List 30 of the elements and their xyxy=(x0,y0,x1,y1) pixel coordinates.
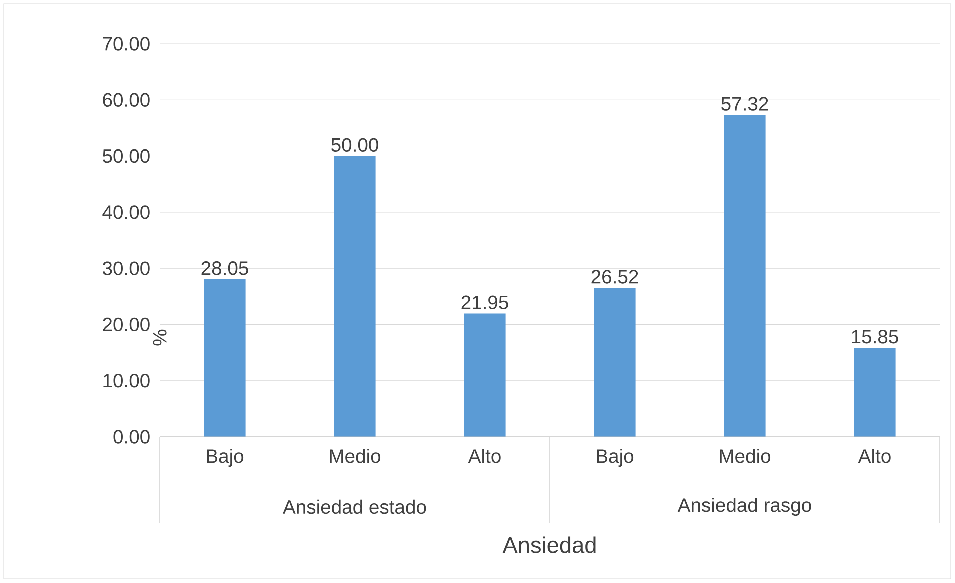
y-tick-label: 50.00 xyxy=(103,149,150,164)
x-tick-label: Medio xyxy=(330,449,381,464)
bar xyxy=(854,348,896,437)
x-tick-label: Medio xyxy=(720,449,771,464)
y-tick-label: 10.00 xyxy=(104,374,150,388)
bar xyxy=(464,314,506,437)
x-tick-label: Bajo xyxy=(597,449,634,468)
data-label: 28.05 xyxy=(202,262,248,276)
text: Ansiedad rasgo xyxy=(678,498,812,516)
y-tick-label: 40.00 xyxy=(102,206,150,220)
text: Ansiedad estado xyxy=(283,500,426,514)
x-tick-label: Alto xyxy=(468,449,501,464)
y-tick-label: 20.00 xyxy=(103,318,150,332)
y-tick-label: 30.00 xyxy=(102,262,150,276)
data-label: 50.00 xyxy=(332,138,378,152)
bar xyxy=(334,156,376,437)
bar xyxy=(204,280,246,437)
data-label: 57.32 xyxy=(722,97,768,111)
x-axis-title: Ansiedad xyxy=(502,536,596,554)
y-tick-label: 0.00 xyxy=(114,430,150,444)
y-tick-label: 60.00 xyxy=(103,93,150,107)
x-tick-label: Bajo xyxy=(207,449,244,468)
bar xyxy=(594,288,636,437)
bar xyxy=(724,115,766,437)
data-label: 21.95 xyxy=(462,296,508,310)
y-axis-title: % xyxy=(153,330,167,346)
data-label: 26.52 xyxy=(592,270,638,284)
y-tick-label: 70.00 xyxy=(103,37,150,51)
data-label: 15.85 xyxy=(852,330,898,344)
x-tick-label: Alto xyxy=(858,449,891,464)
